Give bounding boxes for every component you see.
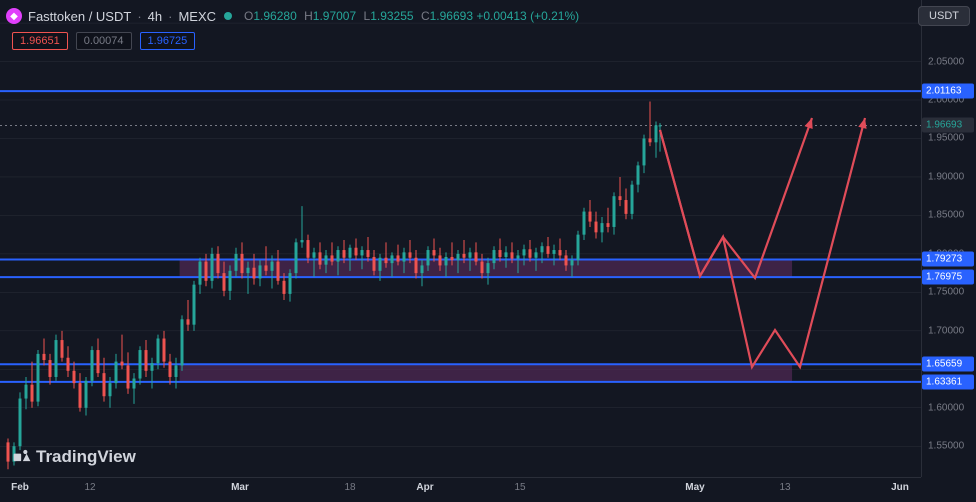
ask-price-box[interactable]: 1.96725: [140, 32, 196, 50]
x-tick: 18: [344, 482, 355, 493]
x-tick: 15: [514, 482, 525, 493]
price-label: 1.79273: [922, 252, 974, 267]
y-tick: 1.75000: [928, 287, 964, 298]
separator-dot: ·: [137, 9, 141, 24]
price-label: 1.76975: [922, 270, 974, 285]
tv-logo-text: TradingView: [36, 447, 136, 467]
y-tick: 1.90000: [928, 171, 964, 182]
symbol[interactable]: Fasttoken / USDT: [28, 9, 131, 24]
y-tick: 1.60000: [928, 402, 964, 413]
tradingview-logo: TradingView: [12, 447, 136, 467]
token-icon: ◆: [6, 8, 22, 24]
spread-box: 0.00074: [76, 32, 132, 50]
x-tick: 12: [84, 482, 95, 493]
candlestick-layer: [0, 0, 921, 477]
y-tick: 2.05000: [928, 56, 964, 67]
y-tick: 1.85000: [928, 210, 964, 221]
x-tick: Feb: [11, 482, 29, 493]
x-tick: 13: [779, 482, 790, 493]
separator-dot: ·: [168, 9, 172, 24]
y-tick: 1.70000: [928, 325, 964, 336]
exchange: MEXC: [178, 9, 216, 24]
price-axis[interactable]: 1.550001.600001.650001.700001.750001.800…: [921, 0, 976, 477]
y-tick: 1.55000: [928, 441, 964, 452]
chart-plot-area[interactable]: [0, 0, 921, 477]
status-dot-icon: [224, 12, 232, 20]
chart-header: ◆ Fasttoken / USDT · 4h · MEXC O1.96280 …: [6, 6, 970, 26]
x-tick: May: [685, 482, 704, 493]
tv-logo-icon: [12, 447, 32, 467]
x-tick: Apr: [416, 482, 433, 493]
price-label: 1.65659: [922, 357, 974, 372]
interval[interactable]: 4h: [148, 9, 162, 24]
x-tick: Mar: [231, 482, 249, 493]
y-tick: 1.95000: [928, 133, 964, 144]
time-axis[interactable]: Feb 12 Mar 18 Apr 15 May 13 Jun: [0, 477, 921, 502]
quote-currency-button[interactable]: USDT: [918, 6, 970, 26]
bid-price-box[interactable]: 1.96651: [12, 32, 68, 50]
x-tick: Jun: [891, 482, 909, 493]
price-label: 1.96693: [922, 118, 974, 133]
ohlc-values: O1.96280 H1.97007 L1.93255 C1.96693 +0.0…: [240, 9, 579, 23]
price-label: 1.63361: [922, 374, 974, 389]
price-box-row: 1.96651 0.00074 1.96725: [12, 32, 195, 50]
price-label: 2.01163: [922, 84, 974, 99]
